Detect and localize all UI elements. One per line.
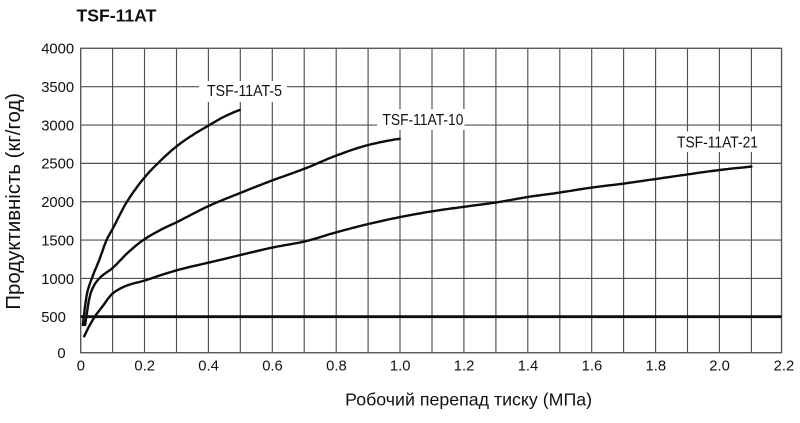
svg-text:2.2: 2.2: [774, 358, 795, 374]
svg-text:Продуктивність (кг/год): Продуктивність (кг/год): [3, 93, 25, 310]
svg-text:1.4: 1.4: [518, 358, 539, 374]
svg-text:1000: 1000: [41, 272, 74, 288]
svg-text:Робочий перепад тиску (МПа): Робочий перепад тиску (МПа): [345, 390, 592, 410]
svg-text:0.6: 0.6: [262, 358, 283, 374]
svg-text:2000: 2000: [41, 195, 74, 211]
svg-text:500: 500: [41, 310, 66, 326]
svg-text:0.8: 0.8: [326, 358, 347, 374]
svg-text:0.4: 0.4: [198, 358, 219, 374]
svg-text:4000: 4000: [41, 42, 74, 58]
svg-text:0: 0: [57, 346, 65, 362]
svg-text:2500: 2500: [41, 157, 74, 173]
svg-text:TSF-11AT-21: TSF-11AT-21: [677, 135, 758, 152]
svg-text:1.6: 1.6: [582, 358, 603, 374]
svg-text:1.8: 1.8: [646, 358, 667, 374]
svg-text:TSF-11AT-10: TSF-11AT-10: [382, 112, 463, 129]
svg-text:1500: 1500: [41, 233, 74, 249]
svg-text:TSF-11AT: TSF-11AT: [77, 5, 157, 25]
svg-text:TSF-11AT-5: TSF-11AT-5: [207, 83, 282, 100]
svg-text:1.2: 1.2: [454, 358, 475, 374]
svg-text:1.0: 1.0: [390, 358, 411, 374]
svg-text:2.0: 2.0: [709, 358, 730, 374]
svg-text:0.2: 0.2: [134, 358, 155, 374]
svg-text:0: 0: [77, 358, 85, 374]
svg-text:3000: 3000: [41, 118, 74, 134]
svg-text:3500: 3500: [41, 80, 74, 96]
